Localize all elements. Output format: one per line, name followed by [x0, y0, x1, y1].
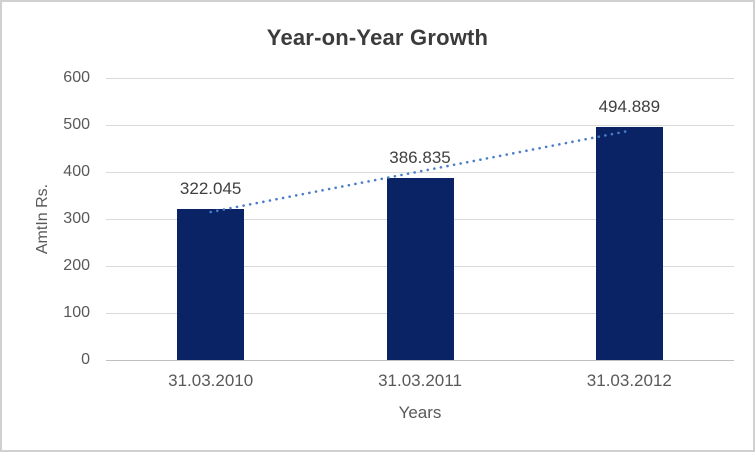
- y-tick-label: 0: [81, 351, 90, 368]
- y-tick-label: 500: [63, 116, 90, 133]
- trendline-svg: [209, 129, 631, 214]
- gridline: [106, 77, 734, 79]
- x-axis-title: Years: [398, 403, 442, 422]
- trendline: [209, 129, 631, 214]
- y-tick-label: 300: [63, 210, 90, 227]
- chart-title: Year-on-Year Growth: [266, 25, 489, 50]
- bar: [386, 178, 454, 360]
- y-tick-label: 600: [63, 69, 90, 86]
- bar-value-label: 322.045: [179, 178, 242, 198]
- x-tick-label: 31.03.2012: [586, 371, 672, 390]
- plot-area: 322.045 386.835 494.889: [106, 77, 734, 361]
- bar-value-label: 386.835: [389, 148, 451, 168]
- gridline: [106, 124, 734, 126]
- bar: [595, 127, 663, 360]
- bar: [177, 208, 245, 360]
- y-tick-label: 400: [63, 163, 90, 180]
- gridline: [106, 171, 734, 173]
- x-axis-line: [106, 359, 734, 361]
- bar-value-label: 494.889: [598, 97, 661, 117]
- y-tick-label: 100: [63, 304, 90, 321]
- y-tick-label: 200: [63, 257, 90, 274]
- x-tick-label: 31.03.2010: [168, 371, 254, 390]
- x-tick-label: 31.03.2011: [378, 371, 462, 390]
